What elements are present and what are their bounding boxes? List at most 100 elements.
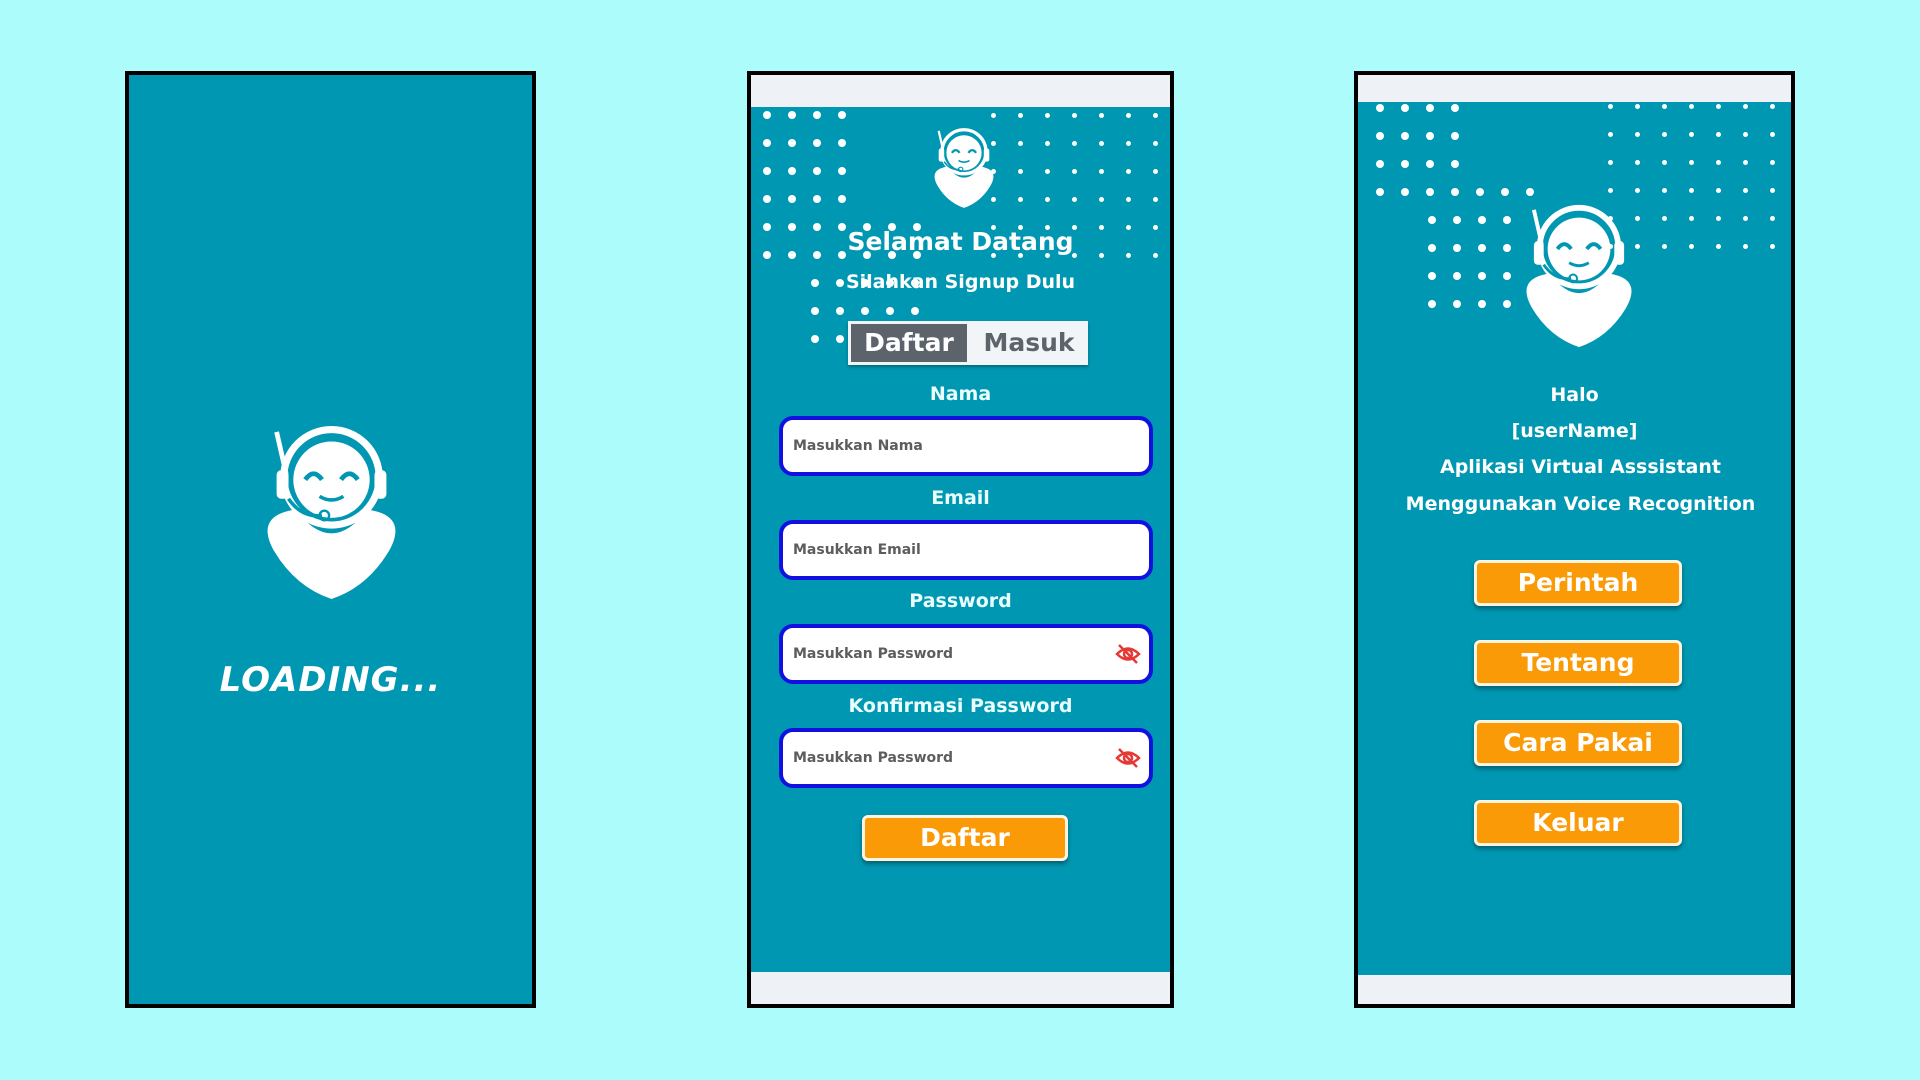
home-screen: Halo [userName] Aplikasi Virtual Asssist… <box>1354 71 1795 1008</box>
dot-decoration <box>1716 160 1721 165</box>
dot-decoration <box>1635 160 1640 165</box>
tab-masuk[interactable]: Masuk <box>983 328 1075 357</box>
dot-decoration <box>1451 160 1459 168</box>
auth-tabs: Daftar Masuk <box>848 321 1088 365</box>
signup-screen: Selamat Datang Silahkan Signup Dulu Daft… <box>747 71 1174 1008</box>
dot-decoration <box>1689 216 1694 221</box>
dot-decoration <box>788 167 796 175</box>
dot-decoration <box>1126 197 1131 202</box>
daftar-submit-button[interactable]: Daftar <box>862 815 1068 861</box>
dot-decoration <box>1401 188 1409 196</box>
eye-off-icon[interactable] <box>1115 643 1141 665</box>
dot-decoration <box>1153 253 1158 258</box>
dot-decoration <box>886 307 894 315</box>
dot-decoration <box>1018 197 1023 202</box>
dot-decoration <box>1662 216 1667 221</box>
dot-decoration <box>811 279 819 287</box>
dot-decoration <box>813 223 821 231</box>
dot-decoration <box>1072 141 1077 146</box>
dot-decoration <box>1716 188 1721 193</box>
perintah-button[interactable]: Perintah <box>1474 560 1682 606</box>
dot-decoration <box>1716 104 1721 109</box>
dot-decoration <box>1501 188 1509 196</box>
confirm-password-field[interactable] <box>779 728 1153 788</box>
dot-decoration <box>1635 188 1640 193</box>
nama-label: Nama <box>929 383 992 405</box>
dot-decoration <box>991 141 996 146</box>
app-description-line1: Aplikasi Virtual Asssistant <box>1439 456 1721 478</box>
dot-decoration <box>1045 113 1050 118</box>
dot-decoration <box>1476 188 1484 196</box>
cara-pakai-button[interactable]: Cara Pakai <box>1474 720 1682 766</box>
nama-field[interactable] <box>779 416 1153 476</box>
navigation-bar <box>751 972 1170 1004</box>
dot-decoration <box>1126 169 1131 174</box>
dot-decoration <box>1716 244 1721 249</box>
dot-decoration <box>1072 113 1077 118</box>
dot-decoration <box>838 167 846 175</box>
dot-decoration <box>1018 253 1023 258</box>
dot-decoration <box>886 279 894 287</box>
dot-decoration <box>1743 104 1748 109</box>
confirm-password-input[interactable] <box>783 732 1103 784</box>
dot-decoration <box>763 195 771 203</box>
dot-decoration <box>1743 244 1748 249</box>
dot-decoration <box>1503 216 1511 224</box>
dot-decoration <box>861 307 869 315</box>
username-text: [userName] <box>1511 420 1638 442</box>
dot-decoration <box>1153 113 1158 118</box>
dot-decoration <box>863 251 871 259</box>
dot-decoration <box>1453 244 1461 252</box>
mascot-logo-icon <box>1520 200 1638 352</box>
password-field[interactable] <box>779 624 1153 684</box>
dot-decoration <box>1770 244 1775 249</box>
keluar-button[interactable]: Keluar <box>1474 800 1682 846</box>
email-field[interactable] <box>779 520 1153 580</box>
mascot-logo-icon <box>259 420 404 605</box>
dot-decoration <box>1608 216 1613 221</box>
dot-decoration <box>1478 244 1486 252</box>
dot-decoration <box>991 169 996 174</box>
dot-decoration <box>1478 300 1486 308</box>
dot-decoration <box>1376 188 1384 196</box>
dot-decoration <box>991 225 996 230</box>
dot-decoration <box>838 251 846 259</box>
dot-decoration <box>1401 104 1409 112</box>
dot-decoration <box>1153 141 1158 146</box>
dot-decoration <box>1716 132 1721 137</box>
tab-daftar[interactable]: Daftar <box>851 324 967 362</box>
dot-decoration <box>1635 104 1640 109</box>
eye-off-icon[interactable] <box>1115 747 1141 769</box>
dot-decoration <box>813 167 821 175</box>
dot-decoration <box>1608 160 1613 165</box>
dot-decoration <box>838 195 846 203</box>
dot-decoration <box>1126 225 1131 230</box>
dot-decoration <box>1126 141 1131 146</box>
dot-decoration <box>1743 188 1748 193</box>
dot-decoration <box>1743 160 1748 165</box>
dot-decoration <box>1426 160 1434 168</box>
dot-decoration <box>1635 244 1640 249</box>
dot-decoration <box>1376 132 1384 140</box>
email-input[interactable] <box>783 524 1103 576</box>
dot-decoration <box>1401 160 1409 168</box>
tentang-button[interactable]: Tentang <box>1474 640 1682 686</box>
dot-decoration <box>1018 113 1023 118</box>
dot-decoration <box>813 139 821 147</box>
dot-decoration <box>1689 104 1694 109</box>
dot-decoration <box>1099 197 1104 202</box>
dot-decoration <box>763 251 771 259</box>
greeting-text: Halo <box>1550 384 1599 406</box>
dot-decoration <box>788 251 796 259</box>
dot-decoration <box>1428 272 1436 280</box>
dot-decoration <box>911 279 919 287</box>
dot-decoration <box>888 251 896 259</box>
email-label: Email <box>931 487 990 509</box>
dot-decoration <box>1451 104 1459 112</box>
mascot-logo-icon <box>932 128 996 210</box>
password-input[interactable] <box>783 628 1103 680</box>
nama-input[interactable] <box>783 420 1103 472</box>
dot-decoration <box>991 253 996 258</box>
dot-decoration <box>1099 225 1104 230</box>
app-description-line2: Menggunakan Voice Recognition <box>1405 493 1756 515</box>
